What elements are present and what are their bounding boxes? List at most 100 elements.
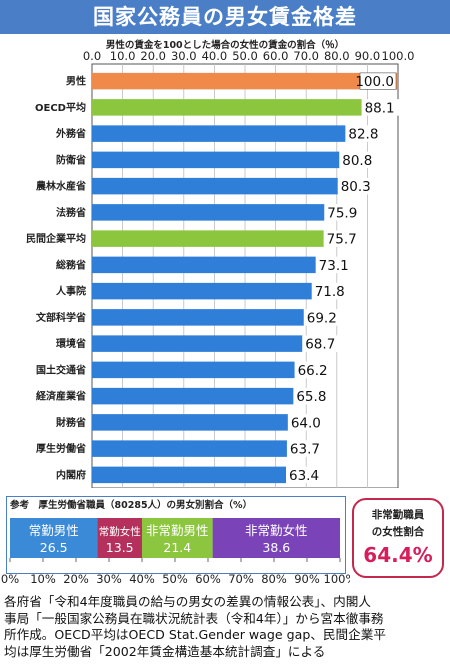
bar xyxy=(92,177,338,195)
ref-x-tick-label: 20% xyxy=(63,572,89,586)
value-label-bg xyxy=(326,204,363,221)
bar xyxy=(92,466,287,484)
value-label-bg xyxy=(359,72,397,90)
value-label-bg xyxy=(313,282,350,300)
value-label: 73.1 xyxy=(319,258,349,274)
value-label: 71.8 xyxy=(315,284,345,300)
chart-subtitle: 男性の賃金を100とした場合の女性の賃金の割合（％） xyxy=(105,40,345,51)
x-tick-label: 70.0 xyxy=(293,49,319,63)
value-label: 80.3 xyxy=(341,179,371,195)
value-label-bg xyxy=(347,125,384,142)
bar xyxy=(92,230,324,247)
ref-x-tick-label: 90% xyxy=(294,572,320,586)
segment-value: 21.4 xyxy=(163,540,191,555)
category-label: OECD平均 xyxy=(35,101,86,114)
value-label: 69.2 xyxy=(307,310,337,326)
segment-name: 非常勤男性 xyxy=(146,523,209,538)
category-label: 国土交通省 xyxy=(36,363,86,376)
callout-label-line1: 非常勤職員 xyxy=(371,509,425,521)
segment-name: 非常勤女性 xyxy=(245,523,308,538)
category-label: 内閣府 xyxy=(56,468,86,481)
value-label: 65.8 xyxy=(296,389,326,405)
footnote-line-4: 均は厚生労働省「2002年賃金構造基本統計調査」による xyxy=(4,643,326,659)
bar xyxy=(92,361,295,379)
x-tick-label: 20.0 xyxy=(140,49,166,63)
x-tick-label: 40.0 xyxy=(202,49,228,63)
value-label: 66.2 xyxy=(298,363,328,379)
value-label-bg xyxy=(325,230,362,247)
category-label: 人事院 xyxy=(56,285,86,298)
x-tick-label: 90.0 xyxy=(355,49,381,63)
x-tick-label: 80.0 xyxy=(324,49,350,63)
stacked-segment xyxy=(10,518,98,558)
value-label-bg xyxy=(304,335,341,352)
ref-x-tick-label: 50% xyxy=(162,572,188,586)
ref-x-tick-label: 80% xyxy=(261,572,287,586)
segment-name: 常勤女性 xyxy=(99,525,141,538)
value-label-bg xyxy=(295,387,332,405)
value-label: 82.8 xyxy=(348,127,378,143)
value-label-bg xyxy=(288,440,325,457)
callout-label-line2: の女性割合 xyxy=(371,526,425,538)
category-label: 農林水産省 xyxy=(36,180,86,193)
segment-value: 26.5 xyxy=(40,540,68,555)
value-label: 64.0 xyxy=(291,415,321,431)
callout-box xyxy=(352,498,444,578)
value-label-bg xyxy=(289,414,326,431)
bar xyxy=(92,309,304,326)
value-label: 63.4 xyxy=(289,468,319,484)
x-tick-label: 50.0 xyxy=(232,49,258,63)
value-label-bg xyxy=(363,99,400,116)
category-label: 外務省 xyxy=(55,127,86,140)
footnote-line-1: 各府省「令和4年度職員の給与の男女の差異の情報公表」、内閣人 xyxy=(4,594,371,609)
category-label: 総務省 xyxy=(56,258,86,271)
stacked-segment xyxy=(142,518,213,558)
reference-title: 参考 厚生労働省職員（80285人）の男女別割合（%） xyxy=(10,500,253,511)
bar xyxy=(92,72,398,90)
value-label: 75.9 xyxy=(327,205,357,221)
x-tick-label: 60.0 xyxy=(263,49,289,63)
x-tick-label: 100.0 xyxy=(382,49,415,63)
ref-x-tick-label: 10% xyxy=(30,572,56,586)
x-tick-label: 0.0 xyxy=(83,49,101,63)
x-tick-label: 10.0 xyxy=(110,49,136,63)
value-label-bg xyxy=(341,151,378,169)
value-label: 100.0 xyxy=(355,74,394,90)
footnote-line-3: 所作成。OECD平均はOECD Stat.Gender wage gap、民間企… xyxy=(4,627,386,642)
callout-value: 64.4% xyxy=(363,543,433,567)
ref-x-tick-label: 100% xyxy=(324,572,350,586)
category-label: 経済産業省 xyxy=(36,390,86,403)
category-label: 環境省 xyxy=(56,337,86,350)
footnote-line-2: 事局「一般国家公務員在職状況統計表（令和4年）」から宮本徹事務 xyxy=(4,610,384,626)
bar xyxy=(92,204,325,221)
ref-x-tick-label: 70% xyxy=(228,572,254,586)
segment-value: 13.5 xyxy=(106,540,134,555)
bar xyxy=(92,125,346,142)
bar xyxy=(92,151,340,169)
ref-x-tick-label: 0% xyxy=(1,572,19,586)
category-label: 防衛省 xyxy=(56,153,86,166)
ref-x-tick-label: 60% xyxy=(195,572,221,586)
value-label: 68.7 xyxy=(305,337,335,353)
category-label: 厚生労働省 xyxy=(36,442,86,455)
category-label: 民間企業平均 xyxy=(26,232,86,245)
category-label: 法務省 xyxy=(56,206,86,219)
ref-x-tick-label: 30% xyxy=(96,572,122,586)
bar xyxy=(92,414,288,431)
ref-x-tick-label: 40% xyxy=(129,572,155,586)
chart-title: 国家公務員の男女賃金格差 xyxy=(93,5,357,29)
stacked-segment xyxy=(97,518,142,558)
category-label: 財務省 xyxy=(55,416,86,429)
value-label-bg xyxy=(339,177,376,195)
bar xyxy=(92,256,316,274)
footnote: 各府省「令和4年度職員の給与の男女の差異の情報公表」、内閣人 事局「一般国家公務… xyxy=(4,594,448,660)
x-tick-label: 30.0 xyxy=(171,49,197,63)
value-label-bg xyxy=(288,466,325,484)
category-label: 男性 xyxy=(66,75,86,88)
value-label: 88.1 xyxy=(365,100,395,116)
value-label-bg xyxy=(296,361,333,379)
title-bar xyxy=(0,0,450,34)
bar xyxy=(92,335,303,352)
bar xyxy=(92,440,287,457)
category-label: 文部科学省 xyxy=(36,311,86,324)
